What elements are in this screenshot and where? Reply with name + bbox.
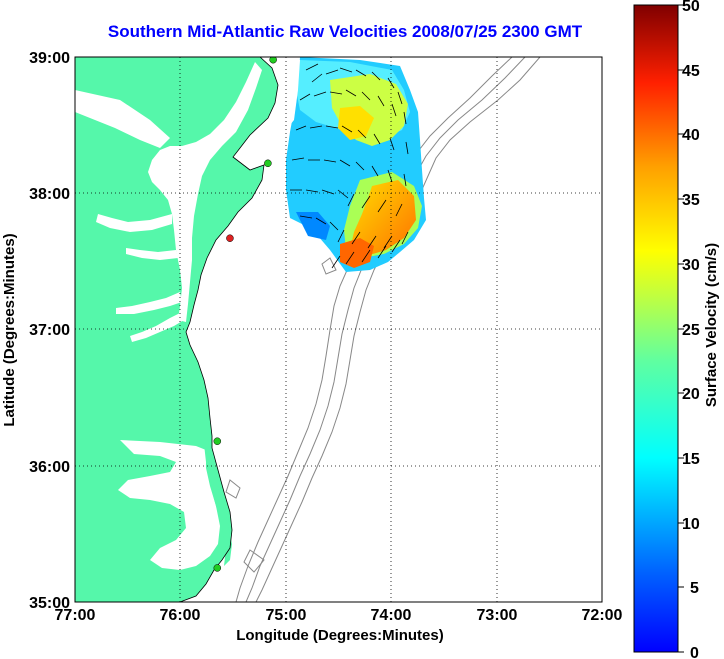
colorbar-tick-label: 10 xyxy=(682,516,700,533)
station-markers xyxy=(213,57,277,572)
y-tick-label: 38:00 xyxy=(29,186,70,203)
bathymetry-contours xyxy=(225,57,541,602)
york-james-river xyxy=(116,292,184,342)
y-tick-label: 36:00 xyxy=(29,459,70,476)
y-tick-label: 35:00 xyxy=(29,595,70,612)
colorbar-tick-label: 35 xyxy=(682,192,700,209)
albemarle-pamlico-sound xyxy=(118,440,220,570)
x-tick-label: 73:00 xyxy=(477,607,518,624)
colorbar-tick-label: 5 xyxy=(690,580,699,597)
y-tick-label: 37:00 xyxy=(29,322,70,339)
x-tick-label: 75:00 xyxy=(266,607,307,624)
x-axis-label: Longitude (Degrees:Minutes) xyxy=(236,627,444,644)
colorbar-gradient xyxy=(633,4,679,653)
colorbar-label: Surface Velocity (cm/s) xyxy=(703,243,720,407)
colorbar: 50 45 40 35 30 25 20 15 10 5 0 Surface V… xyxy=(633,0,720,659)
station-marker xyxy=(213,564,222,572)
x-tick-label: 72:00 xyxy=(582,607,623,624)
y-tick-label: 39:00 xyxy=(29,50,70,67)
colorbar-tick-label: 40 xyxy=(682,127,700,144)
potomac-river xyxy=(96,214,172,232)
x-axis: 77:00 76:00 75:00 74:00 73:00 72:00 Long… xyxy=(55,607,623,644)
colorbar-tick-label: 25 xyxy=(682,322,700,339)
colorbar-tick-label: 30 xyxy=(682,257,700,274)
y-axis-label: Latitude (Degrees:Minutes) xyxy=(1,233,18,426)
station-marker xyxy=(264,159,272,168)
velocity-field xyxy=(286,57,426,272)
rappahannock-river xyxy=(126,248,178,260)
x-tick-label: 76:00 xyxy=(160,607,201,624)
colorbar-tick-label: 45 xyxy=(682,63,700,80)
outer-banks xyxy=(204,440,232,566)
map-title: Southern Mid-Atlantic Raw Velocities 200… xyxy=(107,22,583,41)
velocity-vectors xyxy=(290,63,409,269)
colorbar-tick-label: 15 xyxy=(682,451,700,468)
y-axis: 39:00 38:00 37:00 36:00 35:00 Latitude (… xyxy=(1,50,70,612)
colorbar-tick-label: 50 xyxy=(682,0,700,15)
delaware-bay xyxy=(75,90,170,148)
grid-lines xyxy=(75,57,602,602)
chesapeake-bay xyxy=(148,62,262,322)
station-marker xyxy=(269,57,277,64)
colorbar-tick-label: 20 xyxy=(682,386,700,403)
colorbar-tick-label: 0 xyxy=(690,645,699,659)
x-tick-label: 74:00 xyxy=(371,607,412,624)
plot-frame xyxy=(74,56,603,603)
coastline xyxy=(179,57,279,602)
station-marker xyxy=(213,437,222,445)
x-tick-label: 77:00 xyxy=(55,607,96,624)
station-marker xyxy=(226,234,234,242)
